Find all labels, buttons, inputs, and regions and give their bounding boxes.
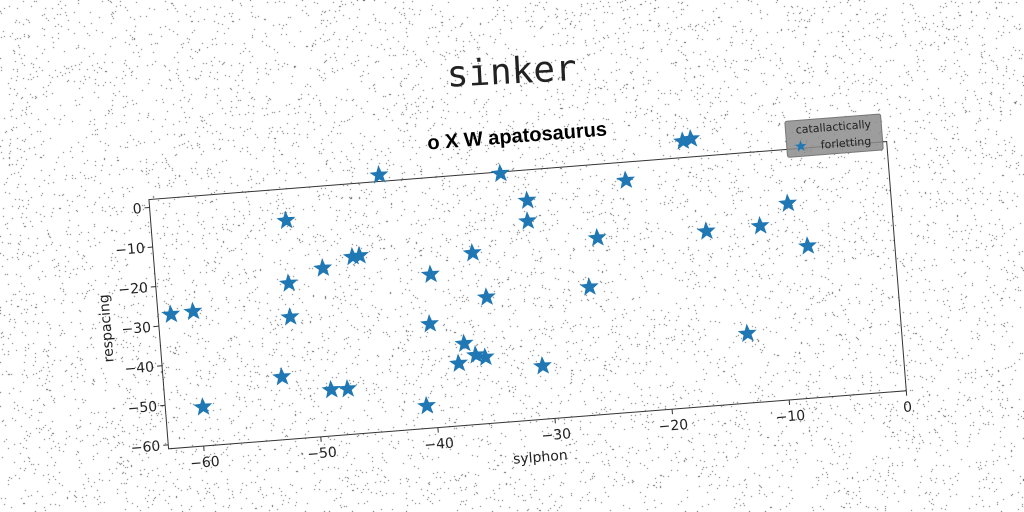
scatter-point-star (490, 163, 510, 183)
scatter-point-star (798, 236, 817, 255)
plot-area-frame (148, 140, 907, 450)
y-axis-ticks: 0 −10 −20 −30 −40 −50 −60 (115, 201, 169, 457)
scatter-point-star (750, 215, 770, 235)
scatter-point-star (280, 307, 300, 326)
scatter-point-star (313, 258, 333, 277)
x-tick-label: −50 (307, 445, 338, 463)
scatter-point-star (462, 243, 482, 262)
scatter-point-star (417, 395, 437, 415)
scatter-point-star (737, 323, 757, 343)
legend-box (784, 113, 884, 158)
scatter-point-star (369, 165, 389, 184)
scatter-point-star (475, 347, 495, 366)
x-tick-label: −30 (541, 426, 572, 444)
scatter-point-star (321, 379, 341, 399)
scatter-points (161, 129, 817, 416)
y-tick-label: −20 (118, 280, 149, 298)
y-tick-label: −10 (115, 241, 146, 259)
legend: catallactically forletting (784, 113, 884, 158)
scatter-point-star (278, 273, 298, 292)
x-tick-label: −10 (775, 408, 806, 426)
x-tick-label: 0 (903, 399, 913, 416)
x-axis-label: sylphon (513, 448, 569, 468)
scatter-point-star (272, 367, 292, 386)
chart-axes-group: o X W apatosaurus −60−50−40−30−20−100 0−… (96, 113, 913, 472)
y-tick-label: −60 (130, 439, 161, 457)
scatter-point-star (476, 287, 496, 306)
x-axis-ticks: −60 −50 −40 −30 −20 −10 0 (190, 390, 913, 472)
legend-marker-star (794, 140, 807, 152)
scatter-point-star (349, 245, 369, 265)
scatter-point-star (616, 170, 636, 189)
y-axis-label: respacing (96, 294, 117, 363)
legend-label: forletting (820, 135, 871, 152)
x-tick-label: −40 (424, 435, 455, 453)
x-tick-label: −60 (190, 454, 221, 472)
scatter-point-star (183, 301, 203, 321)
scatter-point-star (681, 129, 701, 148)
scatter-point-star (161, 304, 181, 324)
scatter-point-star (778, 193, 798, 213)
legend-title: catallactically (795, 118, 872, 137)
y-tick-label: −40 (124, 359, 155, 377)
scatter-point-star (276, 210, 296, 230)
scatter-point-star (696, 221, 716, 240)
scatter-point-star (420, 264, 440, 284)
scatter-point-star (454, 333, 474, 353)
scatter-point-star (466, 345, 485, 364)
y-tick-label: 0 (132, 201, 142, 218)
scatter-point-star (517, 211, 537, 230)
scatter-point-star (337, 379, 357, 398)
y-tick-label: −30 (121, 320, 152, 338)
chart-title: o X W apatosaurus (427, 118, 608, 154)
scatter-point-star (419, 313, 439, 333)
scatter-point-star (532, 356, 552, 375)
y-tick-label: −50 (127, 399, 158, 417)
scatter-point-star (587, 227, 607, 247)
scatter-point-star (517, 190, 537, 209)
x-tick-label: −20 (658, 417, 689, 435)
scatter-point-star (449, 353, 468, 373)
scatter-point-star (193, 397, 213, 416)
scatter-point-star (579, 277, 599, 296)
